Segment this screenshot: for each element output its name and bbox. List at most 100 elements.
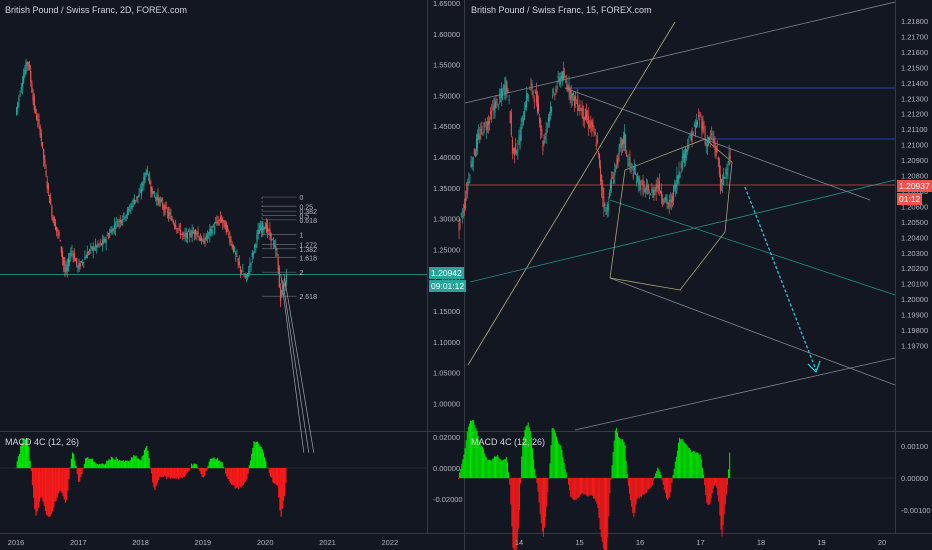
right-macd-bar: [706, 478, 708, 503]
right-macd-bar: [468, 423, 470, 479]
right-candle: [634, 172, 636, 175]
right-macd-bar: [717, 478, 719, 496]
right-macd-bar: [614, 430, 616, 479]
left-candle: [83, 261, 85, 263]
right-candle: [558, 78, 560, 82]
left-macd-bar: [36, 468, 38, 512]
right-candle: [474, 151, 476, 157]
right-macd-bar: [708, 478, 710, 506]
right-candle: [467, 181, 469, 191]
right-macd-bar: [523, 436, 525, 479]
right-macd-bar: [541, 478, 543, 532]
fib-level-label: 1.618: [299, 255, 317, 262]
time-axis[interactable]: 2016 2017 2018 2019 2020 2021 2022 14 15 16 17 18 19…: [8, 538, 887, 547]
right-macd-bar: [532, 448, 534, 479]
left-candle: [235, 252, 237, 255]
left-macd-bar: [221, 462, 223, 469]
left-candle: [72, 254, 74, 256]
right-price-badge: 1.20937: [897, 180, 932, 192]
left-candle: [165, 207, 167, 208]
left-macd-bar: [271, 468, 273, 478]
left-macd-bar: [274, 468, 276, 484]
right-candle: [652, 188, 654, 198]
left-macd-bar: [107, 460, 109, 469]
left-macd-bar: [48, 468, 50, 518]
right-candle: [530, 83, 532, 85]
right-candle: [645, 186, 647, 191]
left-macd-bar: [241, 468, 243, 486]
right-candle: [643, 184, 645, 187]
fib-level-label: 0: [299, 195, 303, 202]
left-candle: [133, 199, 136, 205]
right-macd-bar: [542, 478, 544, 537]
left-candle: [231, 244, 233, 248]
right-price-axis[interactable]: 1.21800 1.21700 1.21600 1.21500 1.21400 1.213…: [901, 17, 931, 515]
left-candle: [244, 276, 246, 278]
right-macd-bar: [586, 478, 588, 497]
left-y-tick: 1.15000: [433, 307, 460, 316]
left-macd-pane[interactable]: [0, 437, 427, 518]
right-macd-bar: [476, 430, 478, 479]
right-macd-bar: [637, 478, 639, 498]
right-macd-bar: [574, 478, 576, 500]
right-candle: [703, 127, 705, 129]
right-macd-bar: [569, 478, 571, 491]
left-macd-bar: [232, 468, 234, 486]
left-candle: [223, 220, 225, 222]
left-y-tick: 1.55000: [433, 61, 460, 70]
right-candle: [567, 87, 569, 91]
right-candle: [675, 183, 677, 195]
right-candle: [725, 168, 727, 175]
right-candle: [695, 121, 697, 128]
right-candle: [497, 104, 499, 108]
right-candle: [706, 144, 708, 147]
left-macd-bar: [194, 463, 196, 469]
right-candle: [620, 138, 622, 148]
left-macd-bar: [268, 468, 270, 474]
right-macd-bar: [699, 454, 701, 479]
right-macd-bar: [677, 442, 679, 479]
left-macd-bar: [117, 460, 120, 469]
right-candle: [705, 142, 707, 146]
right-candle: [639, 179, 641, 190]
left-candle: [147, 175, 150, 176]
left-price-axis[interactable]: 1.65000 1.60000 1.55000 1.50000 1.45000 1.400…: [433, 0, 463, 504]
right-price-pane[interactable]: [458, 1, 896, 431]
left-candle: [251, 252, 253, 258]
left-candle: [281, 290, 283, 295]
right-candle: [495, 101, 497, 109]
right-y-tick: 1.20000: [901, 295, 928, 304]
right-candle: [680, 163, 682, 168]
left-y-tick: 1.10000: [433, 338, 460, 347]
left-x-tick: 2021: [319, 538, 336, 547]
right-candle: [619, 143, 621, 148]
right-macd-pane[interactable]: [458, 419, 895, 550]
descending-trend-line: [564, 87, 871, 201]
diagonal-channel-line: [609, 199, 896, 296]
right-macd-bar: [633, 478, 635, 518]
right-macd-bar: [516, 478, 518, 541]
right-macd-bar: [640, 478, 642, 497]
right-candle: [489, 121, 491, 124]
left-candle: [58, 231, 60, 237]
left-macd-bar: [94, 461, 96, 469]
right-candle: [529, 88, 531, 90]
right-macd-bar: [693, 450, 695, 479]
right-candle: [575, 95, 577, 101]
left-candle: [46, 181, 48, 189]
right-candle: [518, 138, 520, 139]
left-candle: [57, 230, 59, 232]
left-candle: [97, 242, 99, 245]
left-candle: [216, 221, 218, 223]
left-candle: [23, 75, 25, 83]
right-macd-bar: [493, 456, 495, 479]
right-macd-bar: [511, 478, 513, 527]
left-macd-bar: [106, 460, 108, 469]
right-candle: [674, 184, 676, 188]
right-macd-bar: [502, 459, 504, 479]
right-candle: [499, 96, 501, 98]
left-macd-bar: [90, 459, 93, 469]
right-candle: [540, 120, 542, 132]
